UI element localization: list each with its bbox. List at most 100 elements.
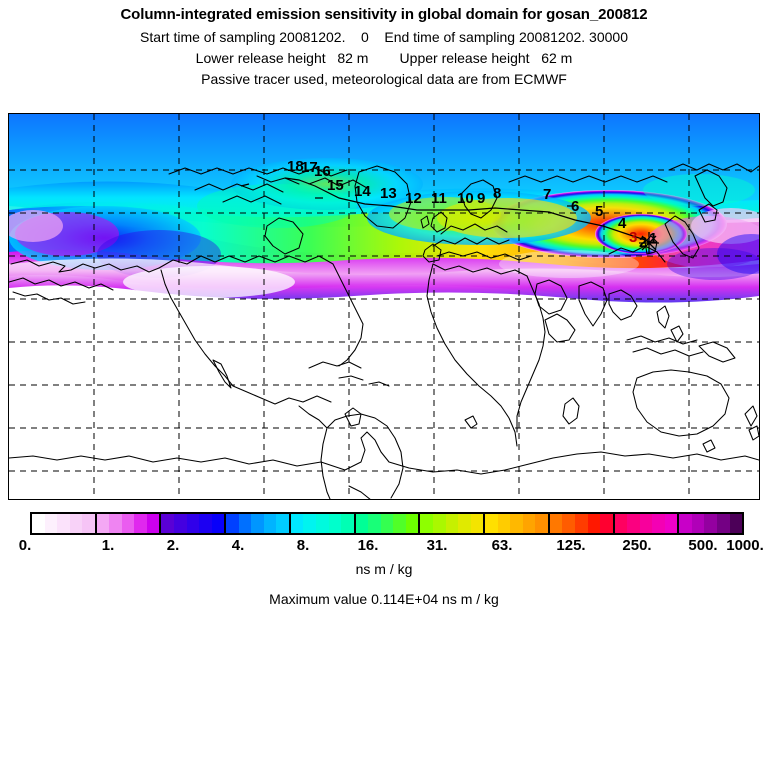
traj-label: 14 (354, 183, 371, 200)
colorbar-swatch (587, 514, 601, 533)
map-canvas: 18 17 16 15 14 13 12 11 10 9 8 7 6 5 (9, 114, 759, 499)
traj-label: 2 (639, 234, 647, 251)
traj-label: 11 (431, 190, 447, 207)
colorbar-tick-label: 4. (231, 537, 245, 554)
traj-label: 15 (327, 177, 344, 194)
colorbar-tick-label: 16. (357, 537, 379, 554)
colorbar-swatch (211, 514, 225, 533)
colorbar-swatch (146, 514, 160, 533)
traj-label: 12 (405, 190, 422, 207)
colorbar-tick-label: 250. (622, 537, 652, 554)
colorbar-swatch (134, 514, 147, 533)
colorbar-swatch (614, 514, 628, 533)
colorbar-segment (226, 514, 291, 533)
colorbar-swatch (445, 514, 459, 533)
colorbar-swatch (368, 514, 381, 533)
colorbar-swatch (380, 514, 394, 533)
colorbar-swatch (574, 514, 588, 533)
colorbar-swatch (704, 514, 717, 533)
colorbar-segment (420, 514, 486, 533)
colorbar-tick-label: 63. (491, 537, 513, 554)
colorbar-swatch (341, 514, 354, 533)
traj-label: 4 (618, 215, 627, 232)
colorbar-swatch (57, 514, 70, 533)
colorbar-segment (355, 514, 421, 533)
colorbar-swatch (664, 514, 678, 533)
map-plot: 18 17 16 15 14 13 12 11 10 9 8 7 6 5 (9, 114, 759, 499)
traj-label: 17 (301, 159, 318, 176)
colorbar-swatch (535, 514, 548, 533)
colorbar-swatch (44, 514, 58, 533)
colorbar-swatch (420, 514, 433, 533)
colorbar-swatch (639, 514, 653, 533)
plume-namerica-east (197, 184, 357, 228)
colorbar-swatch (328, 514, 342, 533)
colorbar-swatch (251, 514, 264, 533)
colorbar-segment (549, 514, 615, 533)
colorbar-swatch (679, 514, 692, 533)
traj-label: 9 (477, 190, 485, 207)
maximum-value-label: Maximum value 0.114E+04 ns m / kg (269, 591, 499, 607)
colorbar-segment (614, 514, 680, 533)
colorbar-swatch (303, 514, 317, 533)
colorbar-tick-label: 31. (426, 537, 448, 554)
traj-label: 18 (287, 158, 304, 175)
colorbar (30, 512, 744, 535)
map-graticule (9, 114, 759, 499)
colorbar-segment (290, 514, 356, 533)
sampling-time-line: Start time of sampling 20081202. 0 End t… (140, 29, 628, 45)
colorbar-tick-label: 1000. (726, 537, 764, 554)
colorbar-swatch (729, 514, 743, 533)
colorbar-swatch (238, 514, 252, 533)
colorbar-segment (32, 514, 97, 533)
figure-header: Column-integrated emission sensitivity i… (0, 0, 768, 90)
colorbar-segment (679, 514, 743, 533)
trajectory-labels: 18 17 16 15 14 13 12 11 10 9 8 7 6 5 (287, 158, 657, 251)
colorbar-swatch (69, 514, 83, 533)
colorbar-swatch (691, 514, 705, 533)
colorbar-gradient (30, 512, 744, 535)
colorbar-swatch (432, 514, 446, 533)
colorbar-tick-label: 1. (101, 537, 115, 554)
colorbar-swatch (161, 514, 175, 533)
colorbar-swatch (562, 514, 575, 533)
colorbar-swatch (121, 514, 135, 533)
plume-eurasia-lime (389, 197, 501, 231)
colorbar-swatch (600, 514, 613, 533)
tracer-meteo-line: Passive tracer used, meteorological data… (201, 71, 567, 87)
plume-far-east-cyan (643, 174, 755, 206)
colorbar-swatch (226, 514, 239, 533)
colorbar-swatch (263, 514, 277, 533)
plume-gap-pacific (123, 266, 295, 298)
release-height-line: Lower release height 82 m Upper release … (195, 50, 573, 66)
colorbar-swatch (549, 514, 563, 533)
colorbar-swatch (316, 514, 329, 533)
colorbar-swatch (96, 514, 110, 533)
colorbar-segment (161, 514, 227, 533)
colorbar-swatch (109, 514, 122, 533)
colorbar-swatch (497, 514, 511, 533)
colorbar-swatch (355, 514, 369, 533)
colorbar-swatch (652, 514, 665, 533)
colorbar-swatch (405, 514, 419, 533)
colorbar-swatch (470, 514, 484, 533)
colorbar-swatch (716, 514, 730, 533)
trajectory-path (240, 177, 652, 243)
traj-label: 16 (314, 163, 331, 180)
colorbar-swatch (32, 514, 45, 533)
colorbar-unit-label: ns m / kg (355, 561, 413, 577)
colorbar-tick-label: 2. (166, 537, 180, 554)
traj-label: 8 (493, 185, 501, 202)
colorbar-tick-labels: 0. 1. 2. 4. 8. 16. 31. 63. 125. 250. 500. 1000. (0, 537, 768, 557)
traj-label: 1 (649, 230, 657, 247)
plume-source-blue-east (717, 234, 759, 274)
traj-label: 10 (457, 190, 474, 207)
plume-gap-asia (499, 250, 639, 278)
page-title: Column-integrated emission sensitivity i… (120, 6, 648, 23)
plume-source-pale-east (691, 208, 759, 244)
global-map-panel: 18 17 16 15 14 13 12 11 10 9 8 7 6 5 (8, 113, 760, 500)
colorbar-tick-label: 8. (296, 537, 310, 554)
coastlines (9, 163, 759, 499)
plume-pacific-pale (9, 210, 63, 242)
colorbar-swatch (458, 514, 471, 533)
